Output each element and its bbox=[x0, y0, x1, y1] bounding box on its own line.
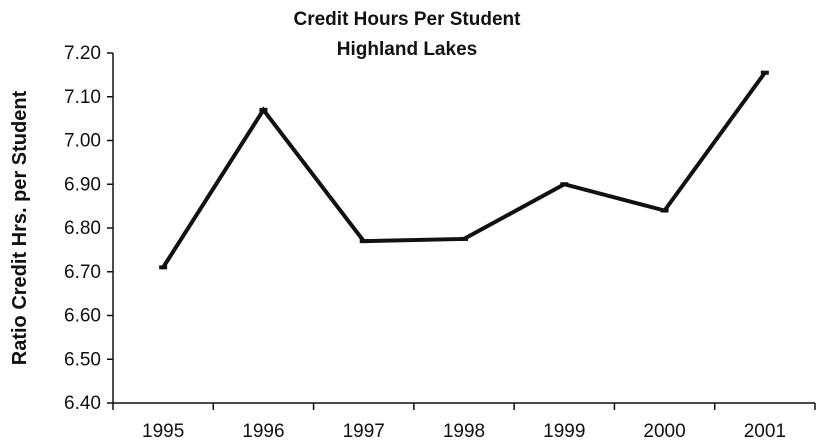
axes bbox=[112, 53, 815, 404]
y-tick-label: 7.10 bbox=[64, 87, 101, 108]
y-tick-label: 6.70 bbox=[64, 262, 101, 283]
x-tick-label: 1999 bbox=[543, 421, 585, 442]
y-tick-label: 6.90 bbox=[64, 174, 101, 195]
chart-title-line-2: Highland Lakes bbox=[337, 39, 477, 60]
y-tick-label: 6.40 bbox=[64, 393, 101, 414]
x-tick-label: 2000 bbox=[643, 421, 685, 442]
y-tick-label: 6.50 bbox=[64, 349, 101, 370]
y-axis-ticks: 6.40 6.50 6.60 6.70 6.80 6.90 7.00 7.10 7.20 bbox=[64, 43, 113, 414]
x-tick-label: 2001 bbox=[744, 421, 786, 442]
x-tick-label: 1996 bbox=[242, 421, 284, 442]
chart-title-line-1: Credit Hours Per Student bbox=[294, 9, 522, 30]
y-tick-label: 7.00 bbox=[64, 131, 101, 152]
data-point bbox=[259, 107, 268, 112]
data-point bbox=[460, 236, 468, 241]
y-tick-label: 7.20 bbox=[64, 43, 101, 64]
x-axis-ticks: 1995 1996 1997 1998 1999 2000 2001 bbox=[112, 403, 816, 442]
series-group bbox=[159, 70, 769, 270]
y-tick-label: 6.60 bbox=[64, 306, 101, 327]
y-tick-label: 6.80 bbox=[64, 218, 101, 239]
data-point bbox=[660, 208, 669, 213]
x-tick-label: 1998 bbox=[443, 421, 485, 442]
data-point bbox=[560, 182, 569, 187]
y-axis-label: Ratio Credit Hrs. per Student bbox=[9, 90, 31, 365]
data-point bbox=[760, 70, 769, 75]
x-tick-label: 1995 bbox=[142, 421, 184, 442]
data-point bbox=[359, 239, 368, 244]
data-point bbox=[159, 265, 168, 270]
x-tick-label: 1997 bbox=[343, 421, 385, 442]
chart-title: Credit Hours Per Student Highland Lakes bbox=[294, 9, 522, 60]
